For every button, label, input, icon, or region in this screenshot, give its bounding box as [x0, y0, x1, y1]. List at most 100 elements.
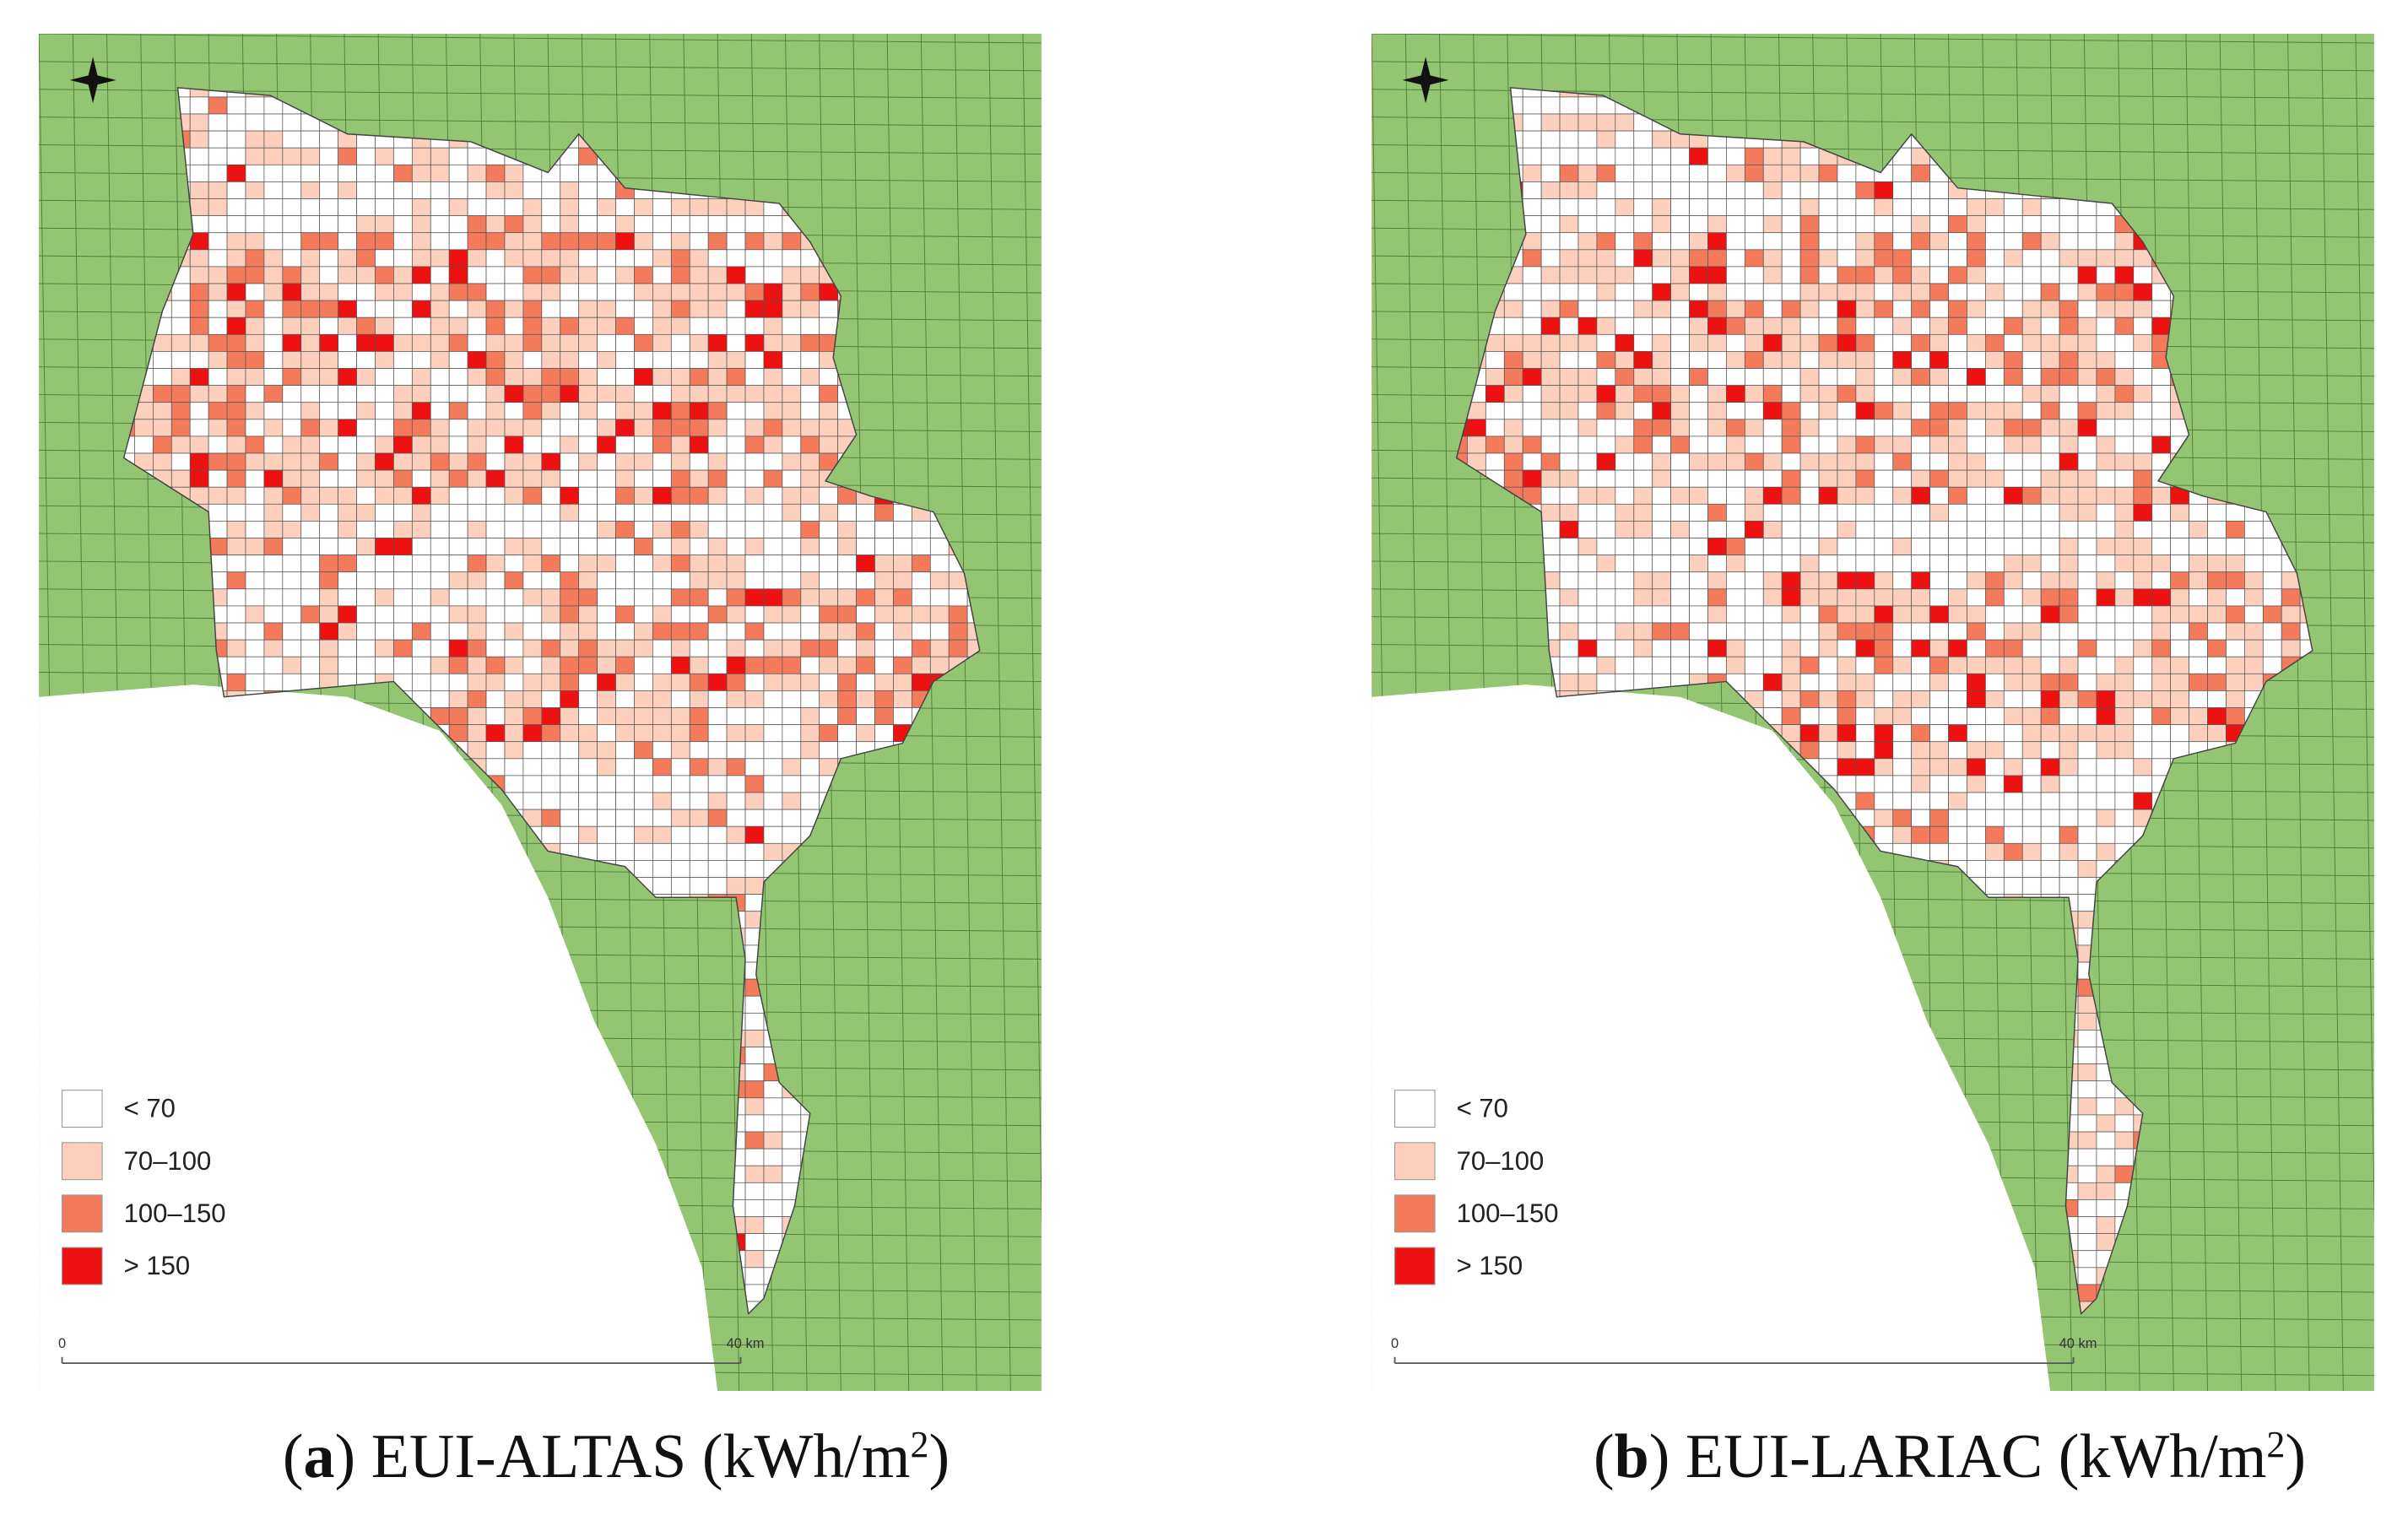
tract: [1633, 266, 1653, 284]
tract: [874, 656, 894, 674]
tract: [1818, 249, 1838, 268]
tract: [1892, 198, 1913, 216]
tract: [485, 758, 506, 776]
tract: [245, 300, 265, 318]
tract: [319, 469, 338, 488]
tract: [1744, 266, 1764, 284]
tract: [300, 266, 321, 284]
tract: [782, 419, 802, 437]
tract: [1633, 385, 1653, 403]
tract: [782, 825, 802, 844]
tract: [245, 266, 265, 284]
tract: [448, 622, 468, 641]
tract: [874, 690, 894, 708]
tract: [375, 452, 394, 471]
tract: [1911, 503, 1930, 522]
ocean: [39, 684, 718, 1391]
tract: [1596, 232, 1616, 251]
tract: [448, 147, 468, 165]
tract: [1781, 385, 1801, 403]
tract: [597, 825, 616, 844]
tract: [375, 622, 394, 641]
tract: [707, 555, 728, 573]
tract: [2133, 503, 2153, 522]
tract: [504, 419, 524, 437]
tract: [1596, 147, 1616, 165]
tract: [208, 521, 228, 538]
tract: [282, 419, 302, 437]
tract: [819, 673, 839, 691]
tract: [1929, 469, 1949, 488]
tract: [208, 147, 228, 165]
tract: [800, 351, 820, 369]
tract: [1596, 436, 1616, 454]
tract: [1762, 486, 1783, 505]
tract: [1670, 419, 1690, 437]
tract: [578, 571, 598, 590]
tract: [763, 758, 783, 776]
tract: [856, 605, 875, 624]
tract: [541, 605, 561, 624]
tract: [1892, 333, 1913, 352]
tract: [1633, 436, 1653, 454]
tract: [1726, 436, 1745, 454]
tract: [467, 639, 487, 657]
tract: [1781, 436, 1801, 454]
tract: [263, 419, 284, 437]
tract: [763, 368, 783, 386]
tract: [1652, 232, 1671, 251]
tract: [782, 792, 802, 810]
tract: [448, 571, 468, 590]
tract: [2021, 368, 2042, 386]
tract: [2040, 333, 2060, 352]
tract: [652, 792, 672, 810]
tract: [393, 300, 413, 318]
tract: [485, 249, 506, 268]
tract: [1855, 198, 1875, 216]
tract: [634, 232, 653, 251]
tract: [1559, 130, 1579, 149]
tract: [1652, 402, 1671, 420]
tract: [1559, 503, 1579, 522]
tract: [1577, 317, 1598, 335]
tract: [282, 317, 302, 335]
tract: [263, 317, 284, 335]
tract: [948, 639, 968, 657]
tract: [726, 503, 746, 522]
tract: [1818, 385, 1838, 403]
tract: [1689, 181, 1708, 199]
tract: [319, 249, 338, 268]
tract: [1707, 368, 1727, 386]
tract: [411, 385, 431, 403]
tract: [263, 639, 284, 657]
tract: [411, 571, 431, 590]
tract: [2003, 300, 2023, 318]
tract: [1855, 368, 1875, 386]
tract: [1818, 351, 1838, 369]
tract: [411, 538, 431, 555]
tract: [1615, 436, 1635, 454]
tract: [2151, 385, 2172, 403]
tract: [263, 588, 284, 607]
tract: [615, 436, 635, 454]
tract: [615, 538, 635, 555]
tract: [634, 419, 653, 437]
tract: [800, 639, 820, 657]
tract: [1911, 402, 1930, 420]
tract: [597, 622, 616, 641]
tract: [912, 605, 931, 624]
tract: [522, 503, 543, 522]
tract: [522, 690, 543, 708]
caption-part: ): [928, 1422, 950, 1491]
tract: [560, 605, 580, 624]
tract: [670, 503, 690, 522]
tract: [597, 571, 616, 590]
tract: [282, 538, 302, 555]
tract: [652, 452, 672, 471]
tract: [2077, 385, 2097, 403]
tract: [1596, 486, 1616, 505]
tract: [800, 673, 820, 691]
tract: [948, 588, 968, 607]
tract: [2021, 452, 2042, 471]
tract: [430, 605, 450, 624]
